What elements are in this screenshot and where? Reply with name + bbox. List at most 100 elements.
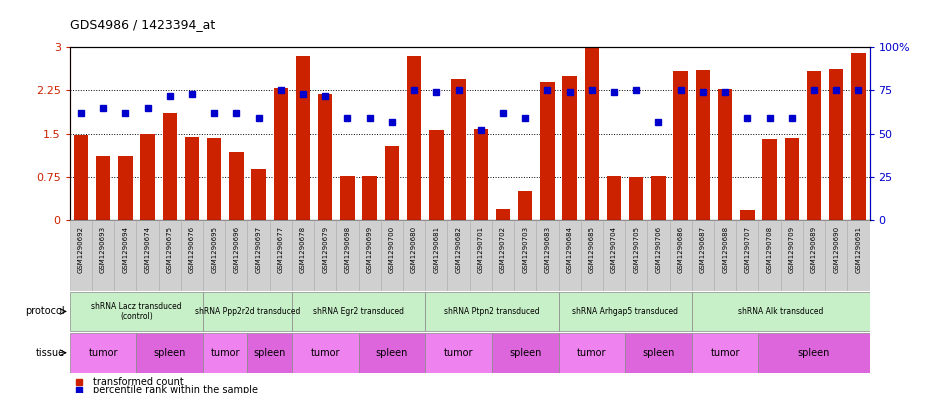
Text: spleen: spleen	[798, 348, 830, 358]
Text: GSM1290675: GSM1290675	[166, 226, 173, 273]
Text: spleen: spleen	[643, 348, 674, 358]
Text: GSM1290698: GSM1290698	[344, 226, 351, 273]
Bar	[803, 220, 825, 291]
Text: GSM1290700: GSM1290700	[389, 226, 395, 273]
Bar	[692, 220, 714, 291]
Text: GSM1290699: GSM1290699	[366, 226, 373, 273]
Text: shRNA Egr2 transduced: shRNA Egr2 transduced	[313, 307, 404, 316]
Text: GSM1290693: GSM1290693	[100, 226, 106, 273]
Bar	[70, 220, 92, 291]
Bar	[496, 209, 511, 220]
Text: GSM1290685: GSM1290685	[589, 226, 595, 273]
Bar	[92, 220, 114, 291]
Bar	[514, 220, 537, 291]
Bar	[314, 220, 337, 291]
Text: GSM1290702: GSM1290702	[500, 226, 506, 273]
Text: GDS4986 / 1423394_at: GDS4986 / 1423394_at	[70, 18, 215, 31]
Bar	[696, 70, 711, 220]
Bar	[585, 47, 599, 220]
Bar	[847, 220, 870, 291]
Bar	[670, 220, 692, 291]
Text: GSM1290707: GSM1290707	[744, 226, 751, 273]
Text: GSM1290708: GSM1290708	[766, 226, 773, 273]
Bar	[780, 220, 803, 291]
Text: GSM1290686: GSM1290686	[678, 226, 684, 273]
Text: GSM1290679: GSM1290679	[322, 226, 328, 273]
Bar	[829, 69, 844, 220]
Text: tumor: tumor	[711, 348, 740, 358]
Bar	[251, 169, 266, 220]
Text: percentile rank within the sample: percentile rank within the sample	[93, 385, 258, 393]
Bar	[559, 333, 625, 373]
Bar	[318, 94, 332, 220]
Bar	[292, 220, 314, 291]
Bar	[851, 53, 866, 220]
Text: tumor: tumor	[578, 348, 606, 358]
Bar	[385, 146, 399, 220]
Bar	[73, 135, 88, 220]
Text: GSM1290695: GSM1290695	[211, 226, 218, 273]
Bar	[673, 72, 688, 220]
Text: GSM1290691: GSM1290691	[856, 226, 861, 273]
Text: shRNA Lacz transduced
(control): shRNA Lacz transduced (control)	[91, 302, 181, 321]
Bar	[70, 292, 203, 331]
Text: GSM1290692: GSM1290692	[78, 226, 84, 273]
Bar	[651, 176, 666, 220]
Bar	[425, 333, 492, 373]
Bar	[425, 292, 559, 331]
Bar	[718, 89, 732, 220]
Text: shRNA Ppp2r2d transduced: shRNA Ppp2r2d transduced	[194, 307, 300, 316]
Bar	[559, 292, 692, 331]
Bar	[451, 79, 466, 220]
Text: spleen: spleen	[153, 348, 186, 358]
Text: GSM1290690: GSM1290690	[833, 226, 839, 273]
Bar	[763, 140, 777, 220]
Text: spleen: spleen	[509, 348, 541, 358]
Bar	[629, 177, 644, 220]
Bar	[407, 56, 421, 220]
Bar	[118, 156, 132, 220]
Text: tumor: tumor	[88, 348, 118, 358]
Bar	[363, 176, 377, 220]
Bar	[714, 220, 737, 291]
Bar	[247, 220, 270, 291]
Bar	[492, 333, 559, 373]
Bar	[759, 333, 870, 373]
Bar	[425, 220, 447, 291]
Bar	[429, 130, 444, 220]
Bar	[492, 220, 514, 291]
Bar	[163, 114, 177, 220]
Bar	[603, 220, 625, 291]
Bar	[185, 136, 199, 220]
Bar	[159, 220, 180, 291]
Bar	[807, 72, 821, 220]
Text: GSM1290674: GSM1290674	[144, 226, 151, 273]
Bar	[625, 220, 647, 291]
Bar	[785, 138, 799, 220]
Text: GSM1290688: GSM1290688	[722, 226, 728, 273]
Bar	[580, 220, 603, 291]
Bar	[740, 210, 754, 220]
Text: GSM1290684: GSM1290684	[566, 226, 573, 273]
Bar	[203, 333, 247, 373]
Text: tumor: tumor	[444, 348, 473, 358]
Bar	[359, 220, 380, 291]
Bar	[403, 220, 425, 291]
Bar	[273, 88, 288, 220]
Bar	[225, 220, 247, 291]
Bar	[337, 220, 359, 291]
Text: GSM1290689: GSM1290689	[811, 226, 817, 273]
Bar	[607, 176, 621, 220]
Bar	[137, 333, 203, 373]
Bar	[229, 152, 244, 220]
Text: shRNA Alk transduced: shRNA Alk transduced	[738, 307, 823, 316]
Bar	[70, 333, 137, 373]
Bar	[96, 156, 111, 220]
Text: GSM1290680: GSM1290680	[411, 226, 418, 273]
Text: GSM1290703: GSM1290703	[522, 226, 528, 273]
Bar	[296, 56, 311, 220]
Bar	[692, 333, 759, 373]
Text: shRNA Ptpn2 transduced: shRNA Ptpn2 transduced	[444, 307, 539, 316]
Bar	[292, 333, 359, 373]
Bar	[625, 333, 692, 373]
